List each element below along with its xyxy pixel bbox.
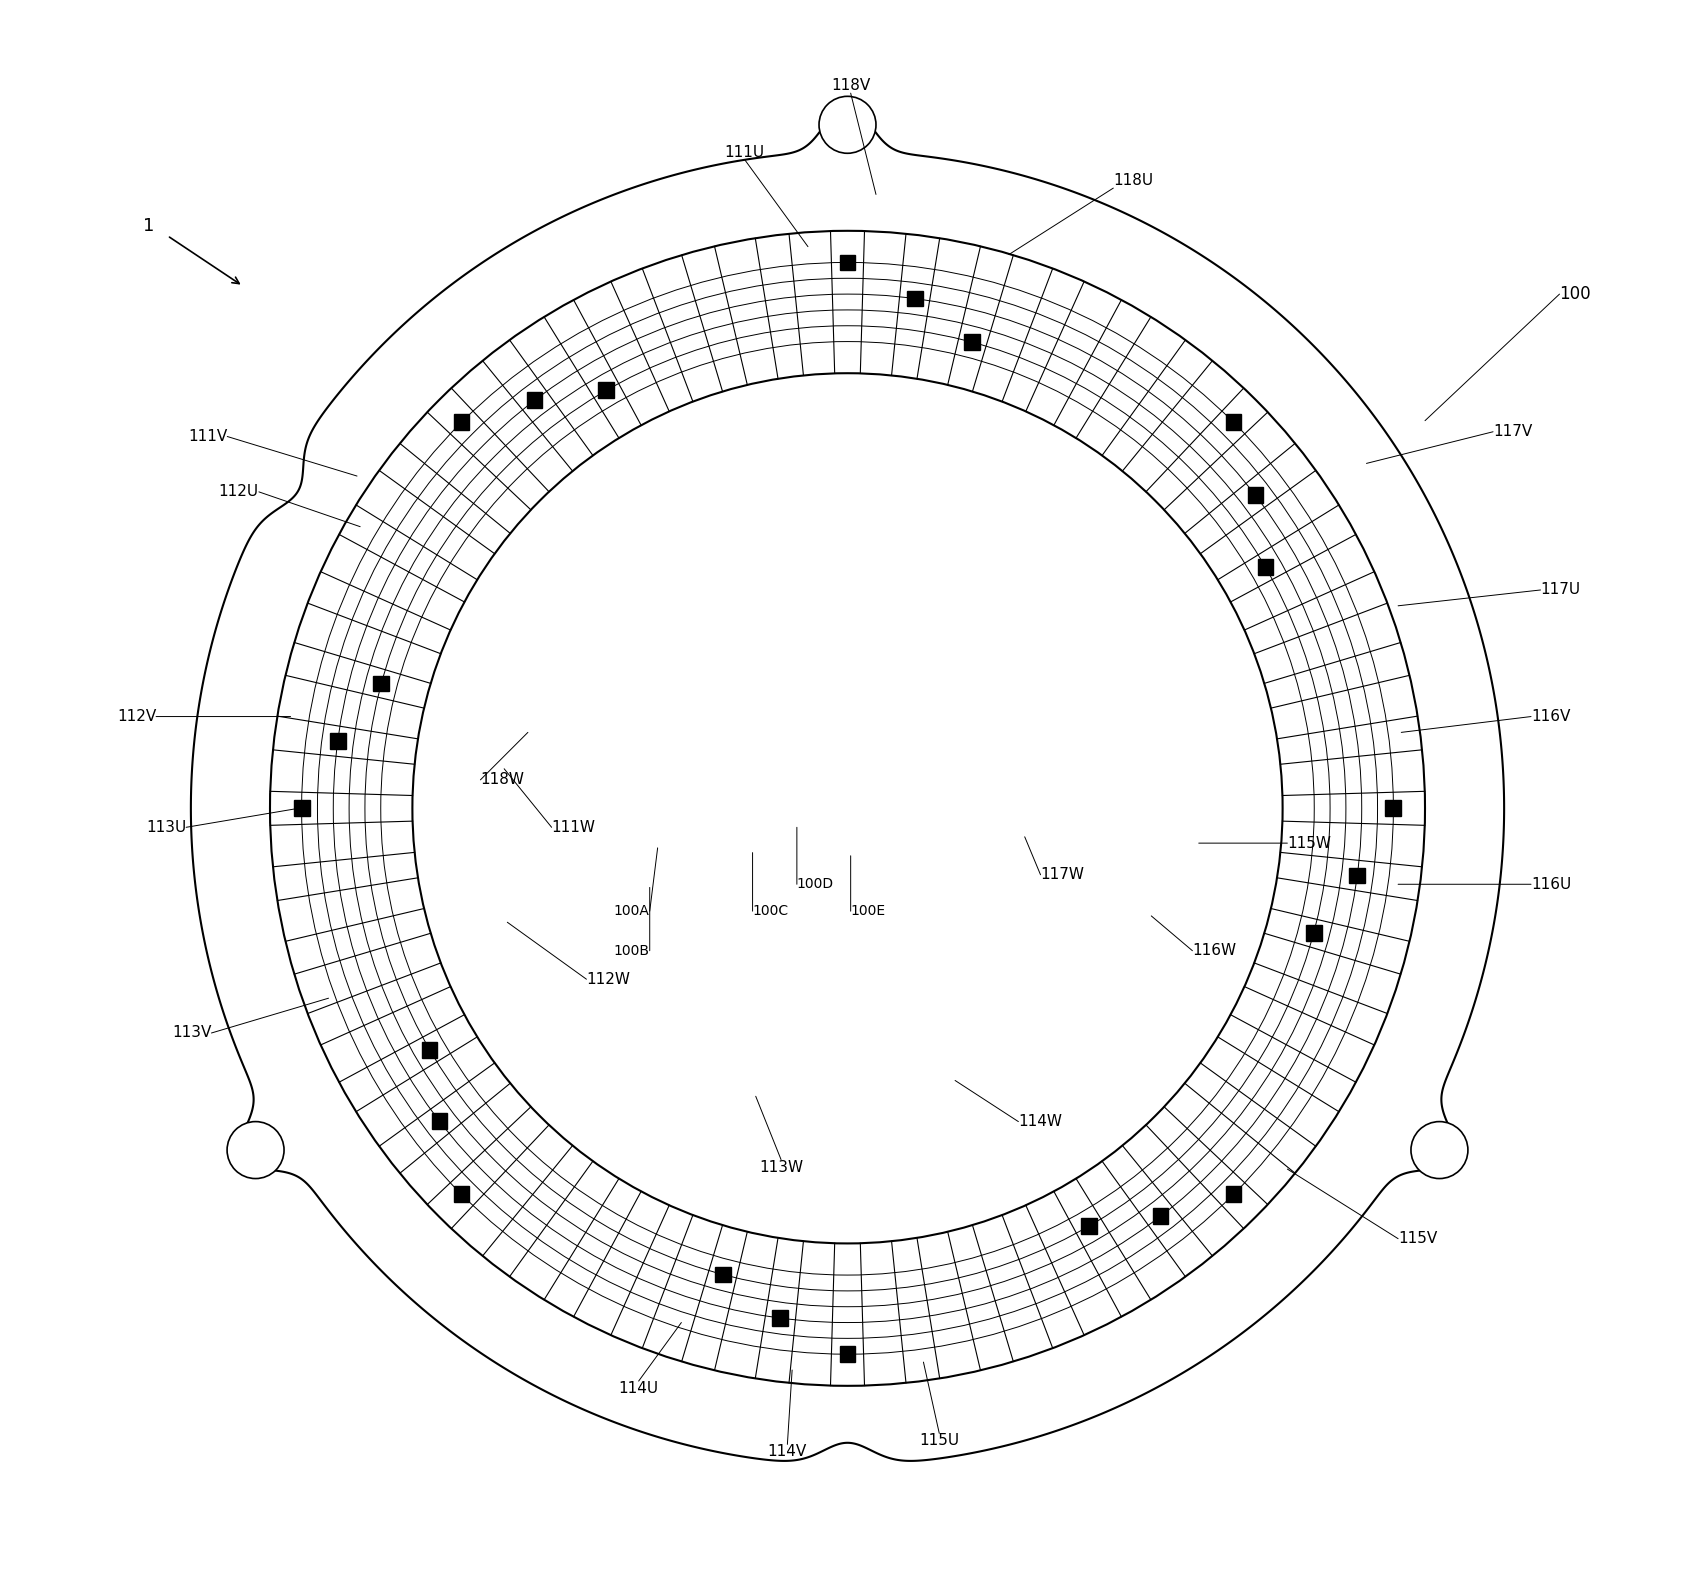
Circle shape	[227, 1122, 285, 1179]
Text: 116V: 116V	[1531, 708, 1570, 724]
Text: 111V: 111V	[188, 430, 227, 444]
Text: 117W: 117W	[1041, 867, 1085, 883]
Bar	[1305, 926, 1322, 941]
Text: 117U: 117U	[1541, 582, 1581, 598]
Text: 116U: 116U	[1531, 877, 1571, 892]
Text: 112U: 112U	[219, 485, 259, 499]
Bar	[839, 1346, 856, 1362]
Text: 117V: 117V	[1493, 425, 1532, 439]
Bar	[331, 734, 346, 750]
Text: 113W: 113W	[759, 1160, 803, 1174]
Text: 113V: 113V	[173, 1025, 212, 1040]
Bar	[1081, 1219, 1097, 1235]
Bar	[773, 1311, 788, 1327]
Text: 115V: 115V	[1398, 1232, 1437, 1246]
Text: 115W: 115W	[1288, 835, 1331, 851]
Text: 118W: 118W	[480, 772, 524, 788]
Bar	[964, 334, 980, 350]
Bar	[432, 1113, 447, 1129]
Bar	[1225, 1187, 1241, 1201]
Bar	[839, 255, 856, 271]
Text: 111W: 111W	[551, 819, 595, 835]
Text: 118U: 118U	[1114, 173, 1153, 189]
Circle shape	[270, 231, 1425, 1385]
Circle shape	[819, 97, 876, 154]
Text: 100: 100	[1559, 285, 1592, 303]
Text: 114U: 114U	[619, 1381, 659, 1396]
Text: 100D: 100D	[797, 877, 834, 891]
Bar	[1225, 414, 1241, 430]
Text: 114V: 114V	[768, 1444, 807, 1460]
Bar	[1248, 487, 1263, 502]
Polygon shape	[192, 105, 1503, 1461]
Bar	[1349, 867, 1364, 883]
Text: 100E: 100E	[851, 903, 886, 918]
Bar	[527, 393, 542, 409]
Bar	[907, 290, 922, 306]
Bar	[1258, 560, 1273, 575]
Text: 114W: 114W	[1019, 1114, 1063, 1129]
Bar	[454, 414, 470, 430]
Bar	[1153, 1208, 1168, 1224]
Circle shape	[1410, 1122, 1468, 1179]
Bar	[1385, 800, 1402, 816]
Bar	[454, 1187, 470, 1201]
Bar	[598, 382, 614, 398]
Bar	[293, 800, 310, 816]
Text: 100C: 100C	[753, 903, 788, 918]
Text: 100A: 100A	[614, 903, 649, 918]
Circle shape	[412, 372, 1283, 1244]
Text: 1: 1	[144, 217, 154, 235]
Text: 116W: 116W	[1192, 943, 1237, 959]
Text: 112W: 112W	[586, 972, 631, 987]
Text: 118V: 118V	[831, 78, 870, 94]
Text: 100B: 100B	[614, 943, 649, 957]
Bar	[715, 1266, 731, 1282]
Bar	[373, 675, 390, 691]
Text: 111U: 111U	[724, 144, 764, 160]
Text: 115U: 115U	[919, 1433, 959, 1449]
Text: 112V: 112V	[117, 708, 156, 724]
Text: 113U: 113U	[146, 819, 186, 835]
Bar	[422, 1041, 437, 1057]
